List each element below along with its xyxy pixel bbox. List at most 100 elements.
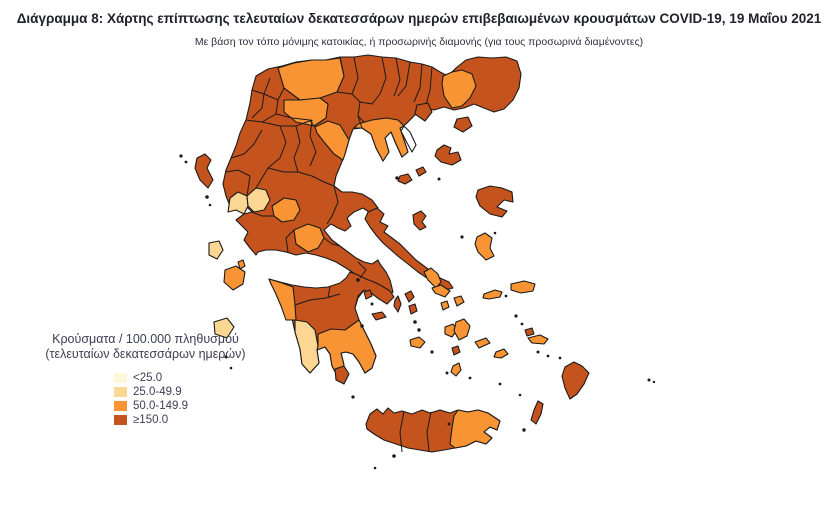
islet-dot: [437, 177, 441, 181]
islet-dot: [373, 466, 377, 470]
islet-dot: [498, 382, 502, 386]
region-milos: [409, 336, 426, 349]
region-andros: [423, 267, 442, 289]
region-limnos: [434, 144, 462, 166]
islet-dot: [417, 328, 421, 332]
legend-swatch-class1: [114, 386, 127, 397]
region-zakynthos: [213, 317, 235, 339]
islet-dot: [460, 235, 464, 239]
region-kefalonia: [223, 265, 246, 291]
region-kea-kythnos: [404, 290, 418, 315]
legend-label-class0: <25.0: [133, 371, 163, 384]
region-ikaria: [482, 289, 503, 300]
region-thira: [450, 362, 462, 377]
islet-dot: [208, 203, 212, 207]
region-naxos: [453, 318, 471, 341]
islet-dot: [229, 366, 233, 370]
region-kalymnos: [524, 327, 535, 337]
legend-row: 50.0-149.9: [114, 399, 263, 413]
map-legend: Κρούσματα / 100.000 πληθυσμού (τελευταίω…: [28, 332, 263, 427]
legend-row: 25.0-49.9: [114, 385, 263, 399]
islet-dot: [430, 350, 434, 354]
region-chalkidiki: [353, 117, 409, 162]
region-tinos: [431, 284, 451, 298]
legend-title: Κρούσματα / 100.000 πληθυσμού (τελευταίω…: [28, 332, 263, 362]
islet-dot: [468, 376, 472, 380]
region-samothraki: [453, 116, 473, 133]
legend-label-class2: 50.0-149.9: [133, 399, 188, 412]
islet-dot: [647, 378, 651, 382]
islet-dot: [546, 354, 550, 358]
region-astypalaia: [493, 348, 509, 359]
islet-dot: [520, 322, 524, 326]
region-mykonos: [453, 295, 465, 307]
region-saronic: [363, 289, 387, 321]
region-imathia: [283, 97, 329, 127]
chart-title: Διάγραμμα 8: Χάρτης επίπτωσης τελευταίων…: [16, 11, 822, 26]
islet-dot: [205, 195, 209, 199]
region-mainland: [222, 54, 522, 297]
islet-dot: [514, 314, 518, 318]
islet-dot: [493, 231, 497, 235]
region-pieria: [314, 120, 350, 161]
legend-row: ≥150.0: [114, 413, 263, 427]
region-chios: [474, 232, 495, 261]
legend-row: <25.0: [114, 371, 263, 385]
islet-dots: [179, 154, 656, 470]
islet-dot: [356, 278, 360, 282]
region-sporades: [397, 166, 427, 185]
islet-dot: [518, 393, 522, 397]
region-paros: [444, 323, 458, 338]
islet-dot: [360, 324, 364, 328]
region-ios: [451, 345, 461, 356]
legend-items: <25.0 25.0-49.9 50.0-149.9 ≥150.0: [28, 371, 263, 427]
islet-dot: [652, 380, 656, 384]
islet-dot: [370, 302, 374, 306]
islet-dot: [558, 356, 562, 360]
islet-dot: [184, 160, 188, 164]
region-lakonia: [316, 319, 377, 378]
legend-label-class3: ≥150.0: [133, 413, 169, 426]
islet-dot: [522, 428, 526, 432]
legend-title-line2: (τελευταίων δεκατεσσάρων ημερών): [45, 347, 246, 361]
islet-dot: [224, 355, 228, 359]
region-kythira: [334, 365, 350, 385]
region-rodopi: [441, 69, 477, 109]
islet-dot: [504, 294, 508, 298]
region-lesvos: [475, 185, 514, 218]
region-syros: [440, 300, 450, 311]
region-amorgos: [474, 337, 491, 349]
legend-label-class1: 25.0-49.9: [133, 385, 182, 398]
islet-dot: [179, 154, 183, 158]
region-kos: [527, 334, 549, 345]
region-karpathos: [530, 400, 544, 425]
region-skyros: [412, 210, 427, 231]
region-samos: [510, 280, 536, 294]
region-rodos: [561, 361, 590, 400]
region-evrytania: [271, 197, 301, 223]
region-fokida: [293, 223, 325, 253]
islet-dot: [445, 371, 449, 375]
region-kerkyra: [194, 153, 214, 189]
islet-dot: [395, 176, 399, 180]
region-ileia: [268, 278, 297, 321]
region-lefkada: [208, 240, 224, 260]
region-evia: [364, 207, 454, 291]
internal-borders: [225, 56, 433, 309]
region-messinia: [294, 319, 320, 374]
chart-subtitle: Με βάση τον τόπο μόνιμης κατοικίας, ή πρ…: [194, 36, 644, 48]
region-ithaki: [237, 259, 246, 270]
region-arta: [246, 187, 271, 213]
legend-title-line1: Κρούσματα / 100.000 πληθυσμού: [52, 332, 239, 346]
crete-internal-borders: [399, 410, 432, 453]
legend-swatch-class3: [114, 414, 127, 425]
islet-dot: [536, 350, 540, 354]
islet-dot: [392, 454, 396, 458]
region-agion-oros: [400, 125, 417, 153]
islet-dot: [351, 395, 355, 399]
region-makronisos: [393, 295, 402, 313]
legend-swatch-class0: [114, 372, 127, 383]
islet-dot: [447, 422, 451, 426]
